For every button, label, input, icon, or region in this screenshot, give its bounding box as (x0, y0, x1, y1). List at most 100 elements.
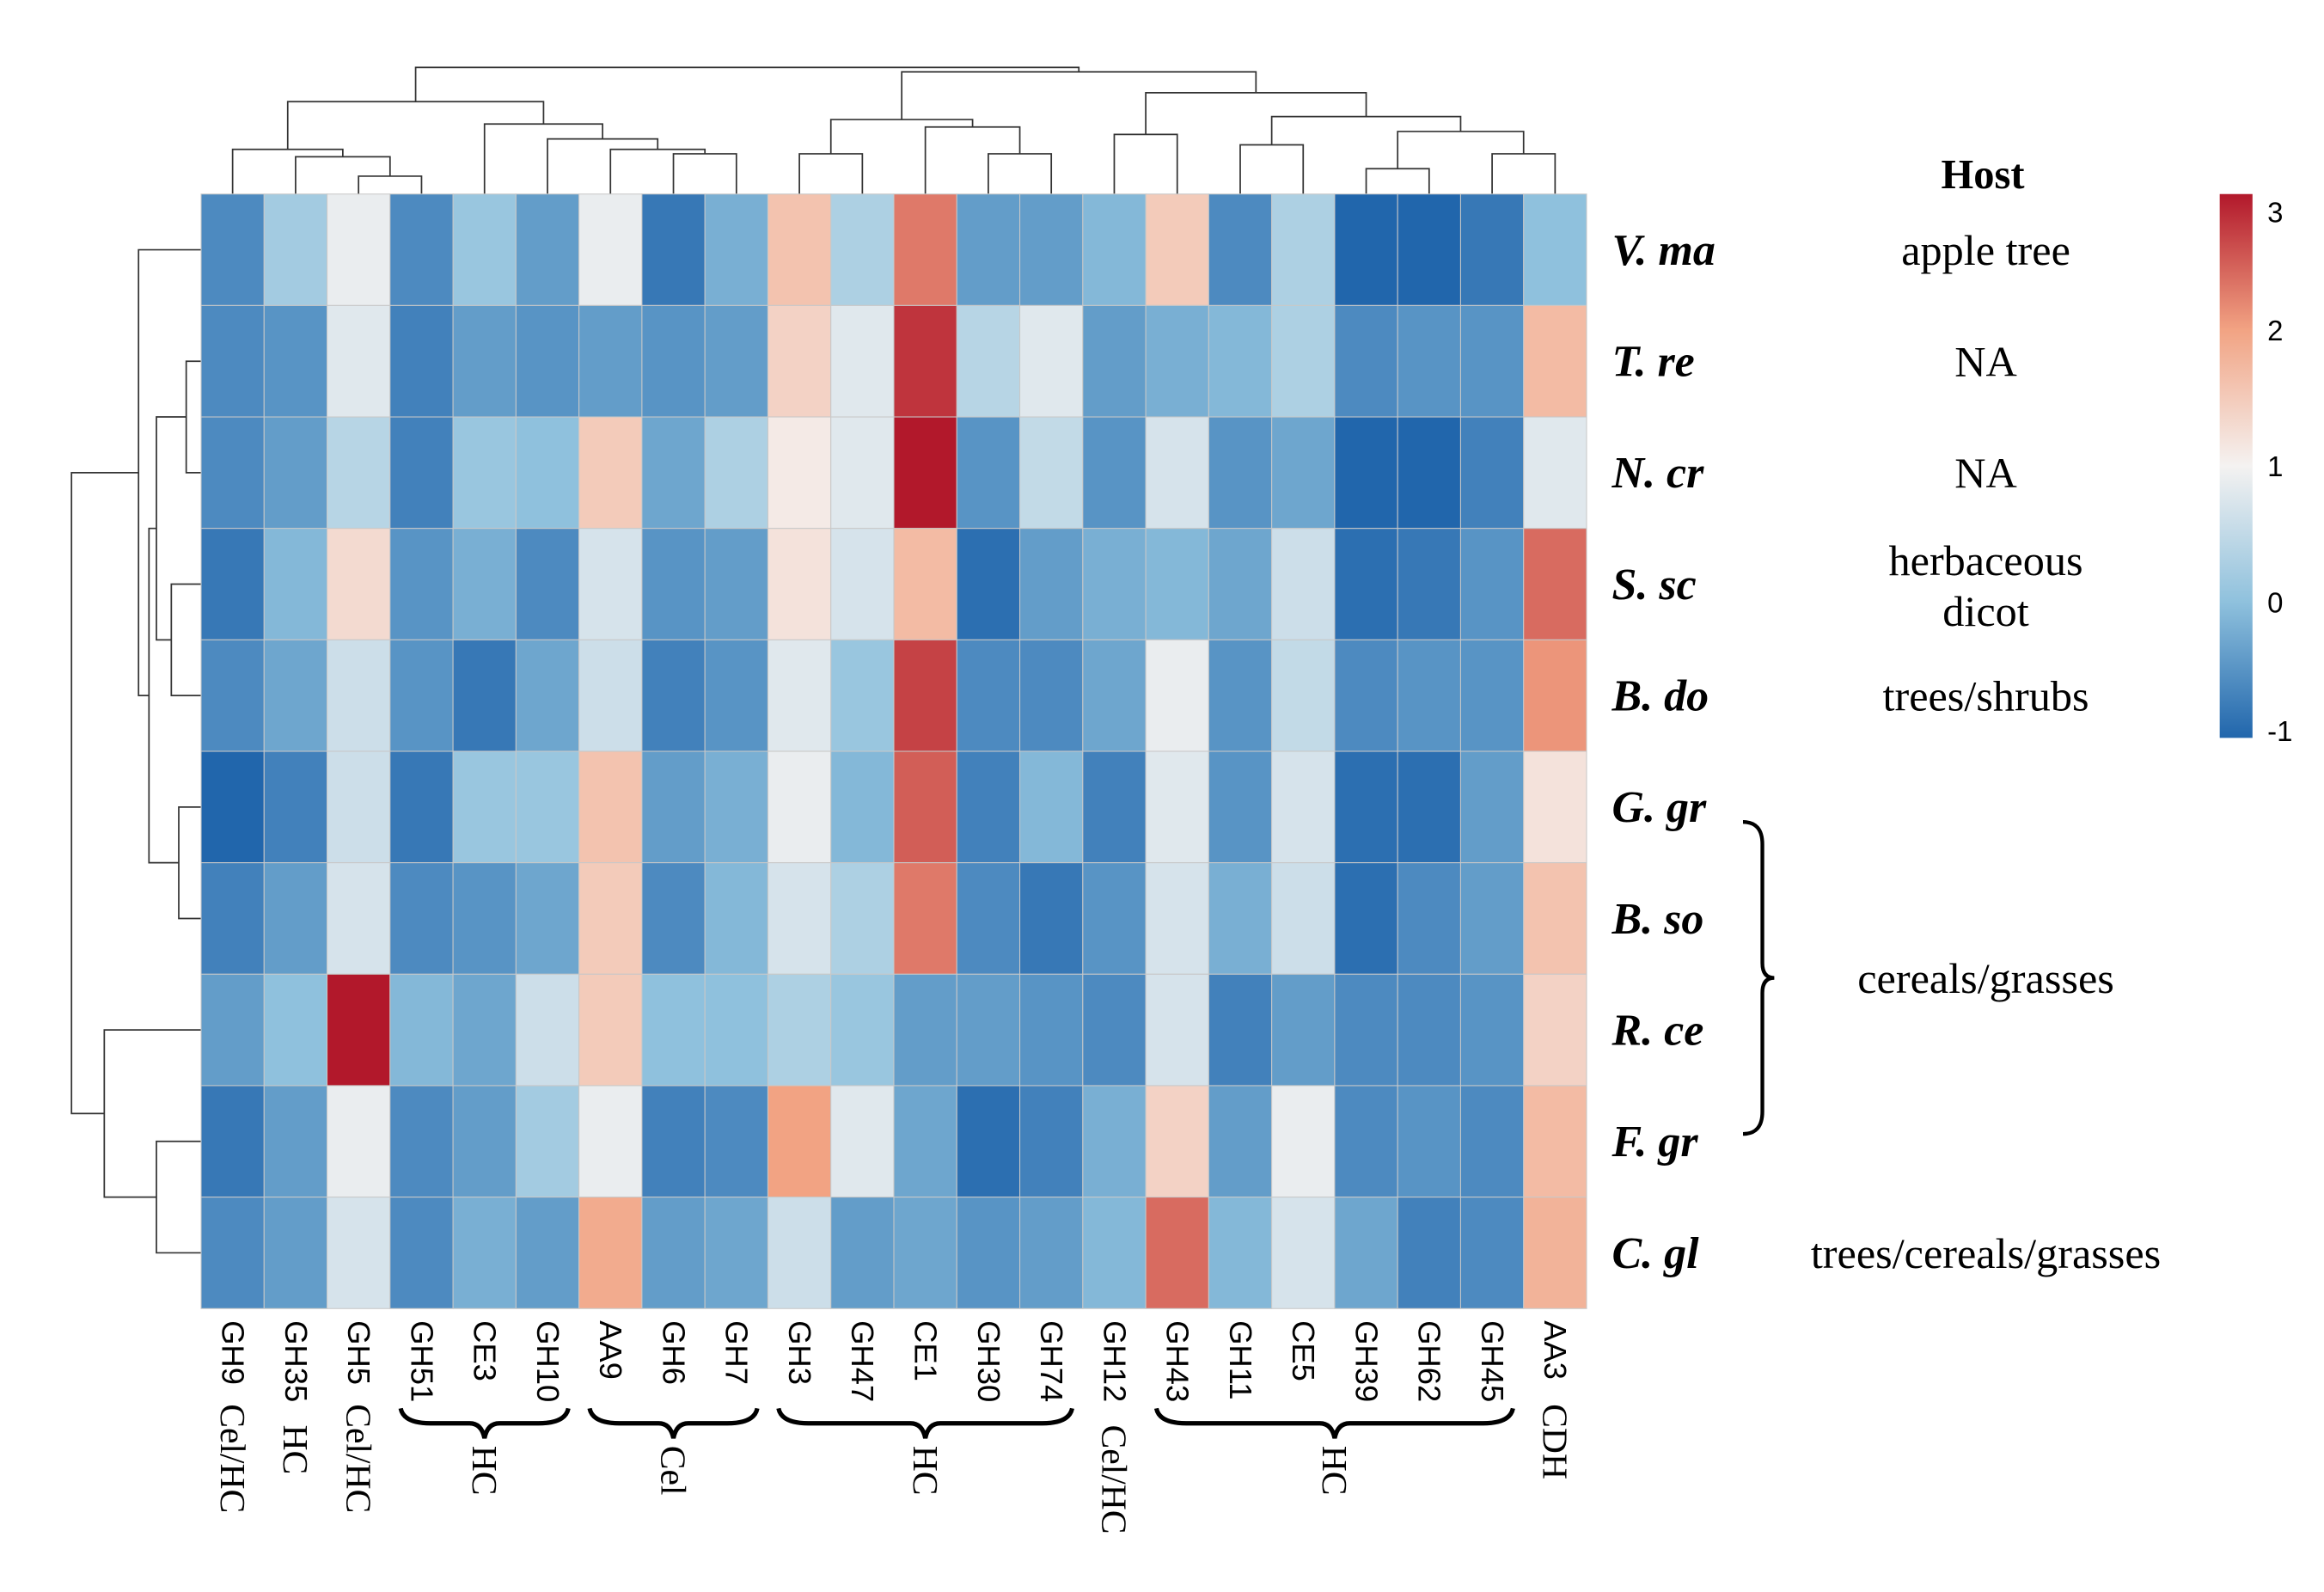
heatmap-cell (263, 193, 328, 306)
column-label: GH5 (341, 1320, 376, 1385)
row-label: R. ce (1611, 1006, 1703, 1055)
heatmap-cell (1019, 528, 1084, 640)
column-group-label: Cel/HC (339, 1404, 378, 1513)
heatmap-cell (515, 304, 580, 418)
heatmap-cell (327, 528, 391, 640)
heatmap-cell (200, 304, 265, 418)
column-group-label: HC (1315, 1446, 1355, 1496)
heatmap-cell (327, 193, 391, 306)
heatmap-cell (452, 1085, 517, 1198)
column-label: CE5 (1286, 1320, 1321, 1381)
column-group-label: Cel (654, 1446, 694, 1496)
heatmap-cell (452, 750, 517, 864)
heatmap-cell (704, 304, 768, 418)
heatmap-cell (1459, 862, 1525, 975)
heatmap-cell (263, 973, 328, 1087)
heatmap-cell (1208, 639, 1273, 752)
host-label-line2: dicot (1942, 587, 2029, 635)
heatmap-cell (1459, 416, 1525, 530)
column-label: GH43 (1160, 1320, 1196, 1402)
heatmap-cell (641, 528, 706, 640)
heatmap-cell (327, 750, 391, 864)
heatmap-cell (1397, 639, 1461, 752)
heatmap-cell (641, 1197, 706, 1309)
row-label: G. gr (1612, 783, 1707, 832)
heatmap-cell (1019, 1197, 1084, 1309)
column-label: AA9 (593, 1320, 628, 1380)
heatmap-cell (200, 750, 265, 864)
heatmap-cell (515, 528, 580, 640)
heatmap-cell (327, 639, 391, 752)
heatmap-cell (1459, 750, 1525, 864)
dendrogram-branch (672, 153, 737, 194)
dendrogram-branch (1365, 168, 1430, 194)
heatmap-cell (830, 528, 895, 640)
heatmap-cell (1082, 750, 1147, 864)
heatmap-cell (1145, 193, 1209, 306)
heatmap-cell (263, 1197, 328, 1309)
heatmap-cell (515, 973, 580, 1087)
heatmap-cell (452, 416, 517, 530)
group-brace (587, 1407, 760, 1439)
column-label: GH30 (971, 1320, 1006, 1402)
row-label: S. sc (1612, 560, 1696, 609)
heatmap-cell (830, 416, 895, 530)
heatmap-cell (1459, 1085, 1525, 1198)
heatmap-cell (1523, 193, 1587, 306)
heatmap-cell (263, 1085, 328, 1198)
heatmap-cell (327, 862, 391, 975)
heatmap-cell (389, 750, 454, 864)
heatmap-cell (767, 304, 832, 418)
heatmap-cell (327, 304, 391, 418)
dendrogram-branch (70, 472, 139, 1115)
host-header: Host (1942, 152, 2025, 198)
heatmap-cell (515, 862, 580, 975)
column-group-label: Cel/HC (213, 1404, 253, 1513)
heatmap-cell (704, 1085, 768, 1198)
host-group-label: cereals/grasses (1857, 954, 2114, 1002)
heatmap-cell (893, 416, 957, 530)
heatmap-cell (641, 416, 706, 530)
heatmap-cell (956, 973, 1021, 1087)
heatmap-cell (1271, 862, 1336, 975)
heatmap-cell (767, 1085, 832, 1198)
heatmap-cell (893, 750, 957, 864)
heatmap-cell (641, 639, 706, 752)
heatmap-cell (1019, 304, 1084, 418)
heatmap-cell (1334, 639, 1398, 752)
column-label: GH62 (1412, 1320, 1447, 1402)
heatmap-cell (389, 1197, 454, 1309)
heatmap-cell (1397, 193, 1461, 306)
dendrogram-branch (286, 101, 545, 150)
group-brace (398, 1407, 571, 1439)
heatmap-cell (767, 750, 832, 864)
heatmap-cell (1334, 416, 1398, 530)
column-label: GH7 (719, 1320, 755, 1385)
heatmap-cell (515, 416, 580, 530)
heatmap-cell (1208, 193, 1273, 306)
heatmap-cell (704, 416, 768, 530)
column-label: GH11 (1223, 1320, 1258, 1399)
heatmap-cell (1397, 304, 1461, 418)
heatmap-cell (1271, 528, 1336, 640)
heatmap-cell (263, 862, 328, 975)
heatmap-cell (830, 193, 895, 306)
column-label: GH74 (1034, 1320, 1069, 1402)
heatmap-cell (704, 1197, 768, 1309)
heatmap-cell (830, 1085, 895, 1198)
heatmap-cell (515, 1085, 580, 1198)
heatmap-cell (389, 528, 454, 640)
row-label: V. ma (1612, 226, 1715, 275)
heatmap-cell (1459, 528, 1525, 640)
heatmap-cell (1523, 416, 1587, 530)
heatmap-cell (1271, 193, 1336, 306)
heatmap-cell (389, 973, 454, 1087)
heatmap-cell (830, 973, 895, 1087)
legend-tick-label: 2 (2267, 315, 2283, 346)
heatmap-cell (1523, 1197, 1587, 1309)
legend-tick-label: 0 (2267, 586, 2283, 618)
legend-tick-label: 3 (2267, 197, 2283, 229)
dendrogram-branch (156, 1140, 201, 1254)
dendrogram-branch (483, 123, 603, 194)
